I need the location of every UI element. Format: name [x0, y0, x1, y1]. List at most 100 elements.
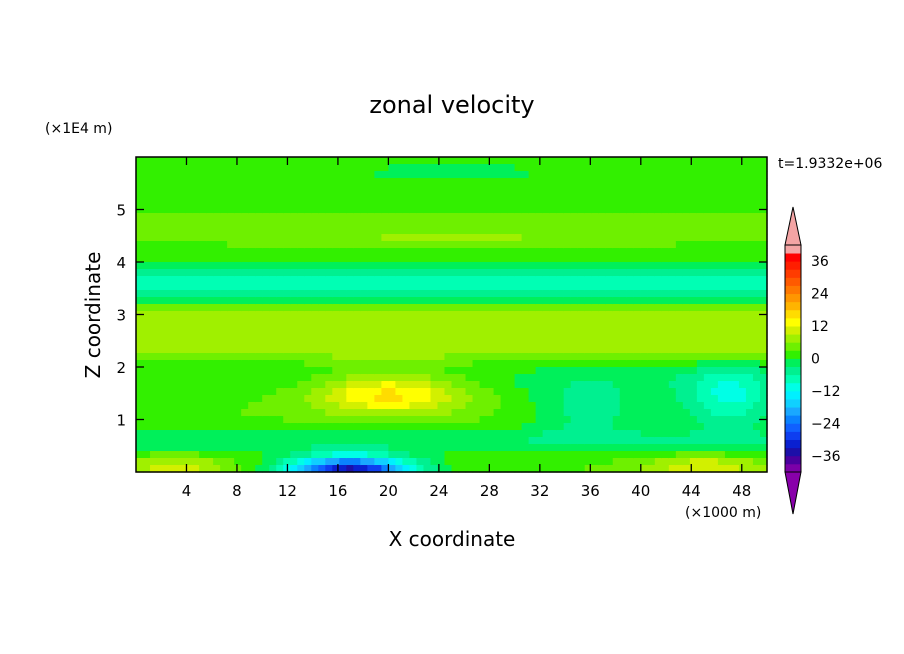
field-cell — [416, 311, 425, 319]
field-cell — [591, 213, 600, 221]
field-cell — [696, 416, 705, 424]
field-cell — [381, 325, 389, 333]
field-cell — [759, 374, 768, 382]
field-cell — [514, 332, 523, 340]
field-cell — [605, 171, 614, 179]
field-cell — [269, 332, 277, 340]
field-cell — [626, 178, 635, 186]
x-axis: 4 8 12 16 20 24 28 32 36 40 44 48 — [182, 157, 751, 500]
field-cell — [346, 297, 354, 305]
field-cell — [339, 332, 347, 340]
field-cell — [514, 206, 523, 214]
field-cell — [255, 332, 263, 340]
field-cell — [318, 297, 326, 305]
field-cell — [150, 346, 158, 354]
field-cell — [591, 241, 600, 249]
field-cell — [493, 297, 502, 305]
field-cell — [367, 381, 375, 389]
field-cell — [325, 171, 333, 179]
field-cell — [577, 423, 586, 431]
field-cell — [654, 374, 663, 382]
field-cell — [381, 241, 389, 249]
field-cell — [164, 374, 172, 382]
field-cell — [136, 199, 144, 207]
field-cell — [745, 367, 754, 375]
field-cell — [682, 255, 691, 263]
field-cell — [668, 185, 677, 193]
field-cell — [150, 402, 158, 410]
field-cell — [220, 388, 228, 396]
field-cell — [458, 318, 467, 326]
field-cell — [507, 234, 516, 242]
field-cell — [395, 395, 404, 403]
field-cell — [297, 465, 305, 473]
field-cell — [241, 164, 249, 172]
field-cell — [262, 423, 270, 431]
field-cell — [339, 381, 347, 389]
field-cell — [626, 185, 635, 193]
field-cell — [423, 290, 432, 298]
field-cell — [675, 416, 684, 424]
field-cell — [626, 451, 635, 459]
colorbar-swatch — [785, 390, 801, 400]
field-cell — [213, 444, 221, 452]
field-cell — [717, 416, 726, 424]
field-cell — [430, 192, 439, 200]
field-cell — [374, 367, 382, 375]
field-cell — [647, 185, 656, 193]
field-cell — [164, 248, 172, 256]
field-cell — [437, 297, 446, 305]
field-cell — [290, 346, 298, 354]
field-cell — [269, 318, 277, 326]
field-cell — [738, 367, 747, 375]
field-cell — [325, 409, 333, 417]
field-cell — [136, 269, 144, 277]
field-cell — [248, 444, 256, 452]
x-axis-label: X coordinate — [389, 527, 516, 551]
field-cell — [388, 157, 397, 165]
field-cell — [220, 402, 228, 410]
field-cell — [185, 402, 193, 410]
field-cell — [178, 360, 186, 368]
field-cell — [402, 437, 411, 445]
field-cell — [171, 444, 179, 452]
field-cell — [234, 304, 242, 312]
field-cell — [556, 206, 565, 214]
field-cell — [493, 199, 502, 207]
field-cell — [626, 395, 635, 403]
field-cell — [654, 409, 663, 417]
field-cell — [199, 241, 207, 249]
field-cell — [493, 290, 502, 298]
field-cell — [220, 409, 228, 417]
field-cell — [514, 241, 523, 249]
field-cell — [640, 220, 649, 228]
field-cell — [290, 185, 298, 193]
field-cell — [458, 171, 467, 179]
field-cell — [577, 297, 586, 305]
field-cell — [577, 437, 586, 445]
field-cell — [444, 185, 453, 193]
field-cell — [731, 325, 740, 333]
field-cell — [297, 458, 305, 466]
field-cell — [549, 360, 558, 368]
field-cell — [500, 220, 509, 228]
field-cell — [577, 171, 586, 179]
field-cell — [493, 430, 502, 438]
field-cell — [255, 374, 263, 382]
field-cell — [717, 423, 726, 431]
field-cell — [542, 171, 551, 179]
field-cell — [206, 423, 214, 431]
field-cell — [465, 423, 474, 431]
field-cell — [528, 248, 537, 256]
field-cell — [136, 318, 144, 326]
field-cell — [374, 416, 382, 424]
field-cell — [710, 185, 719, 193]
field-cell — [185, 381, 193, 389]
field-cell — [346, 241, 354, 249]
field-cell — [584, 297, 593, 305]
field-cell — [584, 395, 593, 403]
field-cell — [717, 255, 726, 263]
field-cell — [353, 360, 361, 368]
field-cell — [738, 416, 747, 424]
